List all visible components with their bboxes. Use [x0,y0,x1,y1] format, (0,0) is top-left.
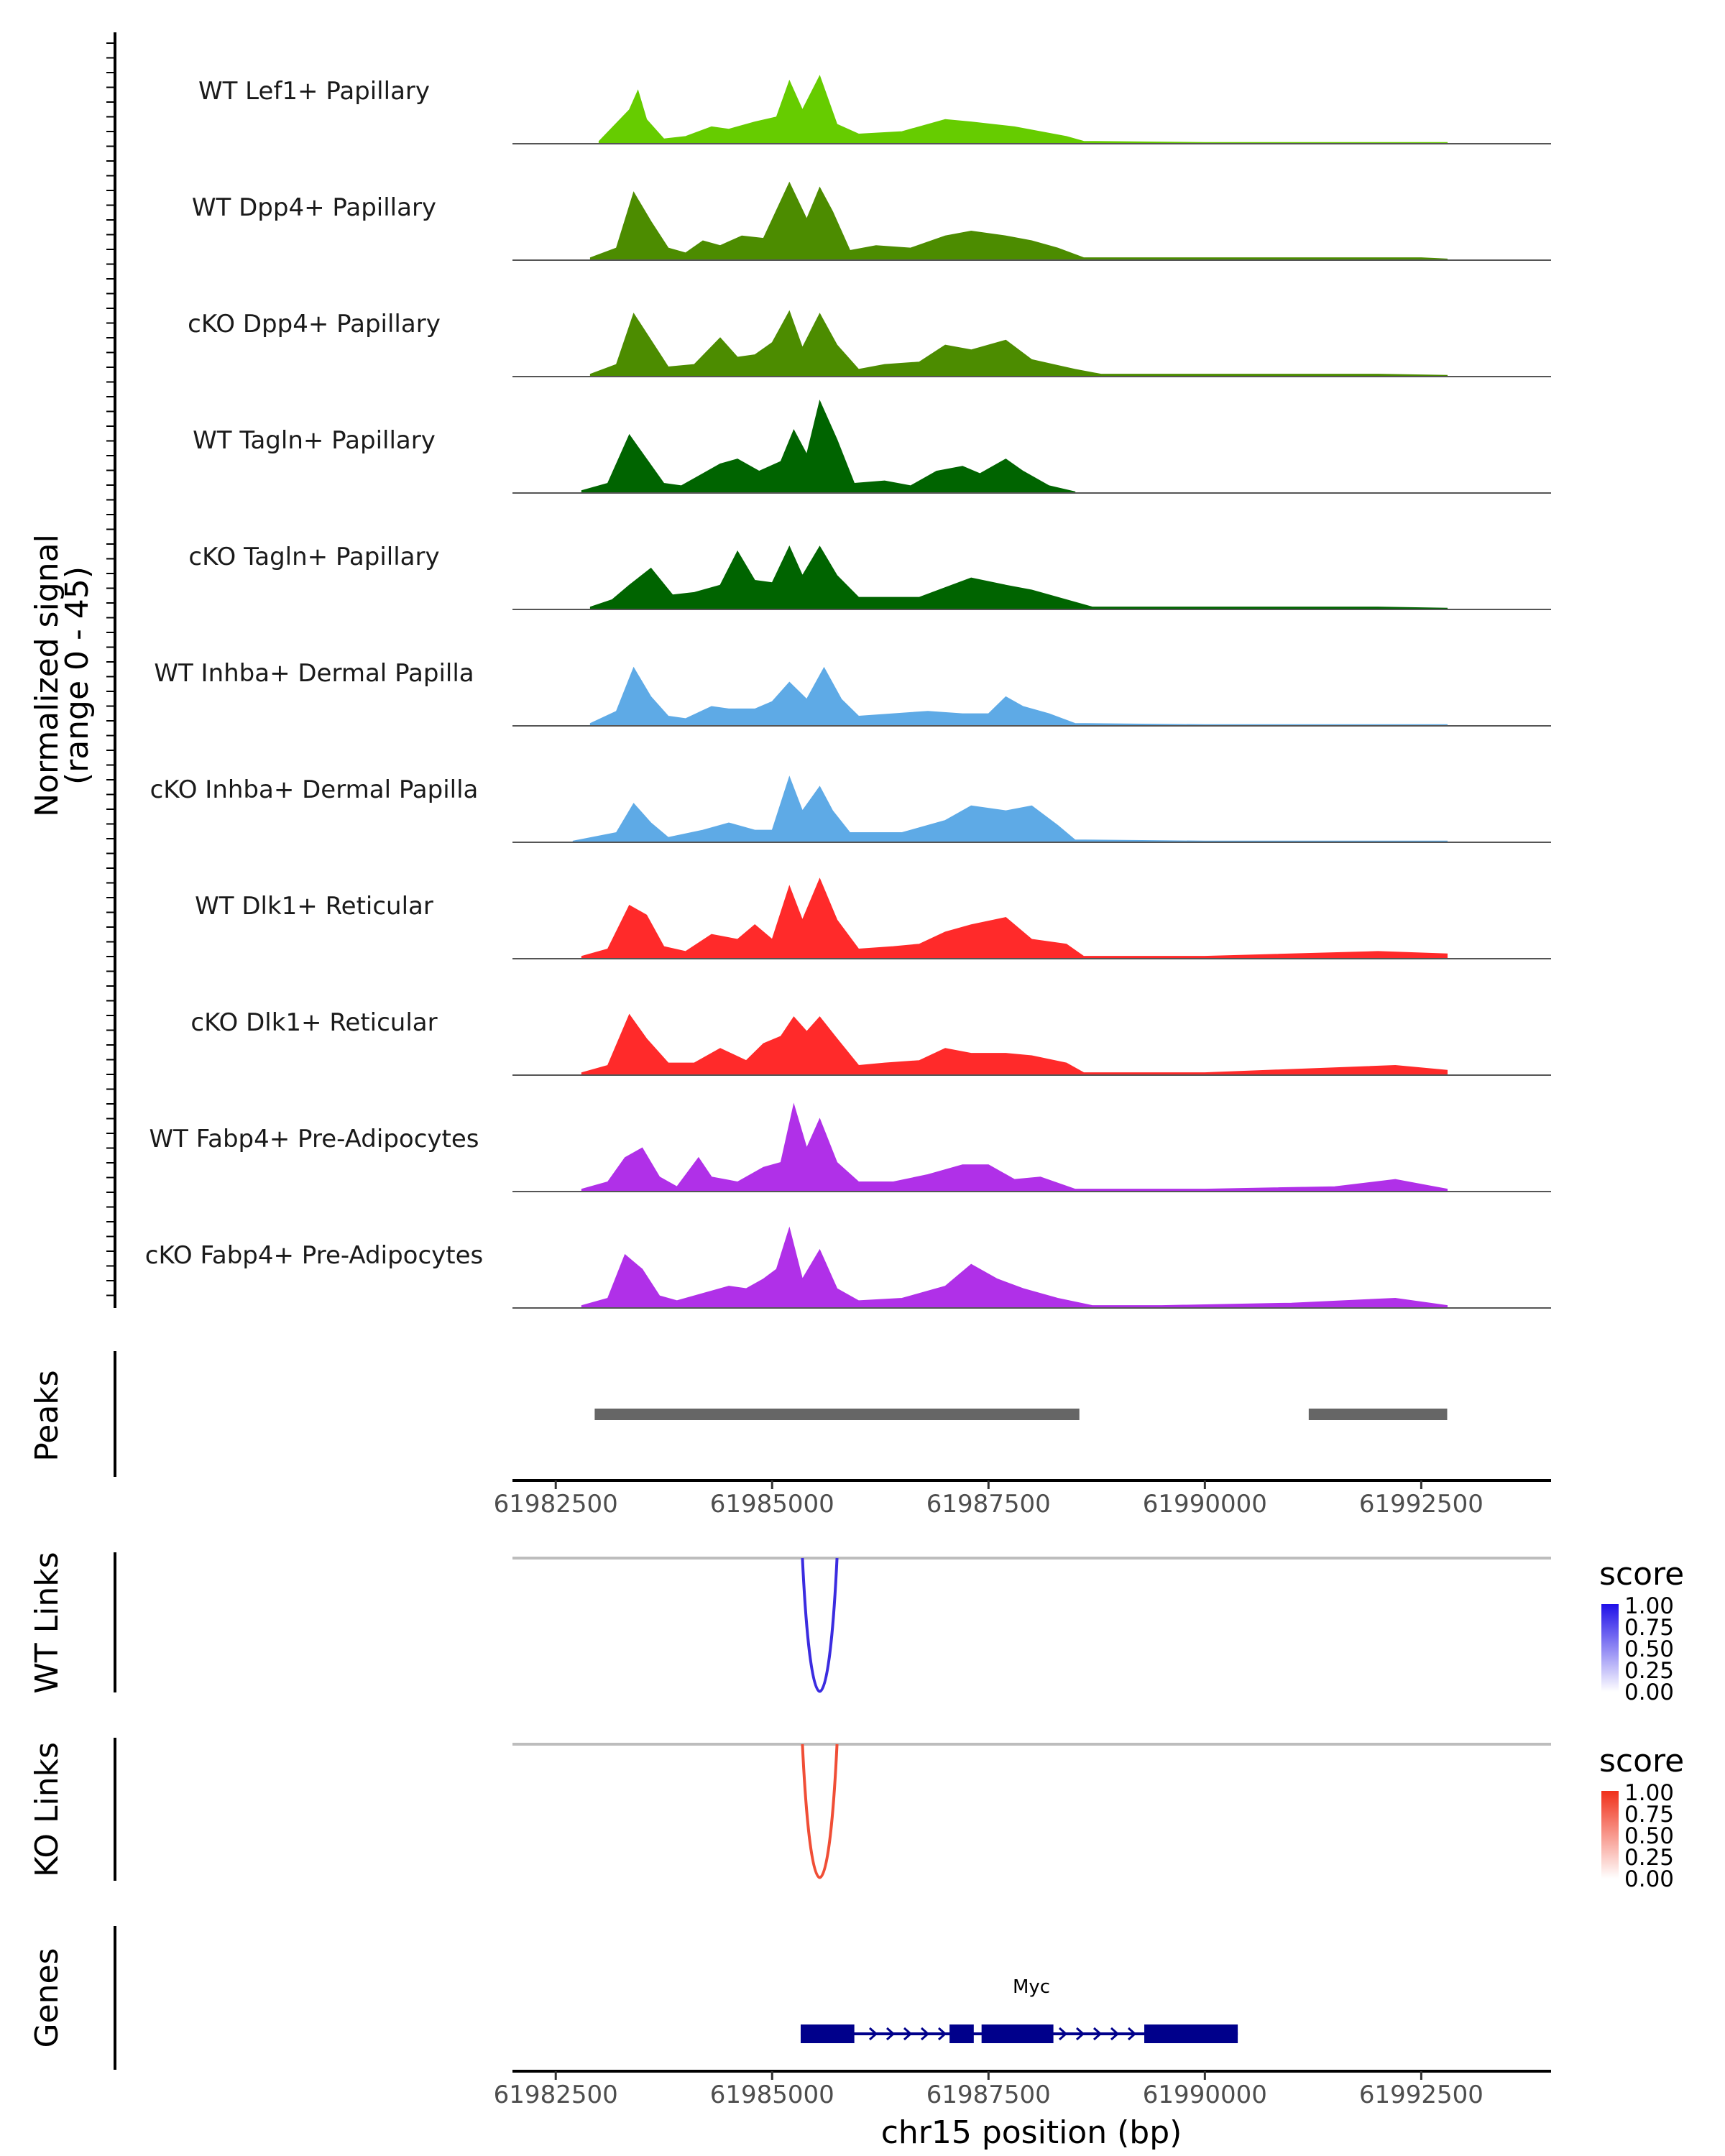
track-label: cKO Dpp4+ Papillary [188,310,441,338]
coverage-track: cKO Dpp4+ Papillary [188,310,1551,377]
ko-score-legend: score 1.00 0.75 0.50 0.25 0.00 [1599,1743,1684,1892]
x-tick-label: 61982500 [494,1490,618,1519]
wt-legend-tick: 0.25 [1624,1658,1674,1684]
gene-exon [1144,2024,1238,2043]
coverage-track: WT Lef1+ Papillary [198,75,1551,144]
track-label: WT Tagln+ Papillary [193,426,436,455]
ko-legend-colorbar [1601,1791,1619,1879]
x-tick-label: 61992500 [1359,2081,1484,2109]
coverage-area [572,775,1448,843]
x-tick-label: 61985000 [710,2081,834,2109]
strand-arrow [1110,2027,1120,2041]
x-tick-label: 61987500 [926,2081,1051,2109]
coverage-y-ticks [106,42,115,1296]
gene-exon [949,2024,974,2043]
gene-track [800,2024,1238,2043]
coverage-area [581,877,1448,959]
coverage-track: WT Tagln+ Papillary [193,400,1551,494]
coverage-track: cKO Inhba+ Dermal Papilla [150,775,1551,843]
x-axis-title: chr15 position (bp) [881,2114,1182,2151]
genes-track-label: Genes [29,1948,65,2047]
coverage-track: cKO Fabp4+ Pre-Adipocytes [145,1226,1551,1309]
gene-exon [981,2024,1054,2043]
strand-arrow [1058,2027,1068,2041]
y-axis-title: Normalized signal [29,534,65,817]
coverage-area [581,400,1076,494]
coverage-area [581,1013,1448,1076]
y-axis-subtitle: (range 0 - 45) [59,566,96,785]
peak-bar [1308,1409,1448,1420]
wt-legend-tick: 0.50 [1624,1636,1674,1662]
strand-arrow [937,2027,947,2041]
wt-legend-tick: 0.75 [1624,1615,1674,1641]
ko-legend-title: score [1599,1743,1684,1779]
coverage-tracks: WT Lef1+ Papillary WT Dpp4+ Papillary cKO … [145,75,1551,1309]
x-tick-label: 61985000 [710,1490,834,1519]
x-tick-label: 61987500 [926,1490,1051,1519]
track-label: WT Fabp4+ Pre-Adipocytes [150,1125,479,1153]
strand-arrow [903,2027,913,2041]
coverage-track: WT Fabp4+ Pre-Adipocytes [150,1102,1551,1192]
peaks-track [594,1409,1448,1420]
strand-arrow [1127,2027,1137,2041]
ko-links-track-label: KO Links [29,1742,65,1877]
coverage-track: WT Dpp4+ Papillary [192,181,1551,261]
x-tick-label: 61992500 [1359,1490,1484,1519]
coverage-area [581,1226,1448,1309]
x-tick-label: 61982500 [494,2081,618,2109]
ko-link-arc [801,1743,839,1879]
wt-link-arc [801,1557,839,1693]
ko-legend-tick: 1.00 [1624,1780,1674,1806]
track-label: cKO Tagln+ Papillary [188,543,439,571]
ko-legend-tick: 0.75 [1624,1802,1674,1828]
track-label: WT Dlk1+ Reticular [195,892,433,921]
track-label: WT Dpp4+ Papillary [192,193,436,222]
coverage-area [589,310,1448,377]
peak-bar [594,1409,1080,1420]
x-axis-top: 61982500 61985000 61987500 61990000 61992500 [494,1479,1551,1519]
coverage-area [589,666,1448,727]
coverage-area [589,545,1448,610]
x-axis-bottom: 61982500 61985000 61987500 61990000 61992500 [494,2070,1551,2109]
coverage-track: WT Inhba+ Dermal Papilla [154,659,1551,727]
gene-name-label: Myc [1013,1976,1050,1998]
coverage-track: cKO Tagln+ Papillary [188,543,1551,610]
wt-score-legend: score 1.00 0.75 0.50 0.25 0.00 [1599,1556,1684,1705]
wt-legend-title: score [1599,1556,1684,1593]
strand-arrow [920,2027,930,2041]
peaks-track-label: Peaks [29,1370,65,1461]
coverage-track: cKO Dlk1+ Reticular [190,1008,1551,1076]
coverage-area [581,1102,1448,1192]
wt-legend-tick: 1.00 [1624,1593,1674,1619]
coverage-area [598,75,1448,144]
gene-exon [800,2024,855,2043]
coverage-area [589,181,1448,261]
wt-legend-tick: 0.00 [1624,1680,1674,1705]
track-label: cKO Dlk1+ Reticular [190,1008,437,1037]
strand-arrow [1075,2027,1085,2041]
strand-arrow [886,2027,896,2041]
track-label: WT Inhba+ Dermal Papilla [154,659,474,688]
track-label: WT Lef1+ Papillary [198,77,430,106]
x-tick-label: 61990000 [1143,1490,1267,1519]
wt-links-track-label: WT Links [29,1552,65,1693]
track-label: cKO Inhba+ Dermal Papilla [150,775,479,804]
strand-arrow [868,2027,878,2041]
ko-legend-tick: 0.50 [1624,1823,1674,1849]
ko-legend-tick: 0.25 [1624,1845,1674,1871]
track-label: cKO Fabp4+ Pre-Adipocytes [145,1241,484,1270]
x-tick-label: 61990000 [1143,2081,1267,2109]
strand-arrow [1092,2027,1103,2041]
coverage-track: WT Dlk1+ Reticular [195,877,1551,959]
wt-legend-colorbar [1601,1604,1619,1692]
ko-legend-tick: 0.00 [1624,1866,1674,1892]
